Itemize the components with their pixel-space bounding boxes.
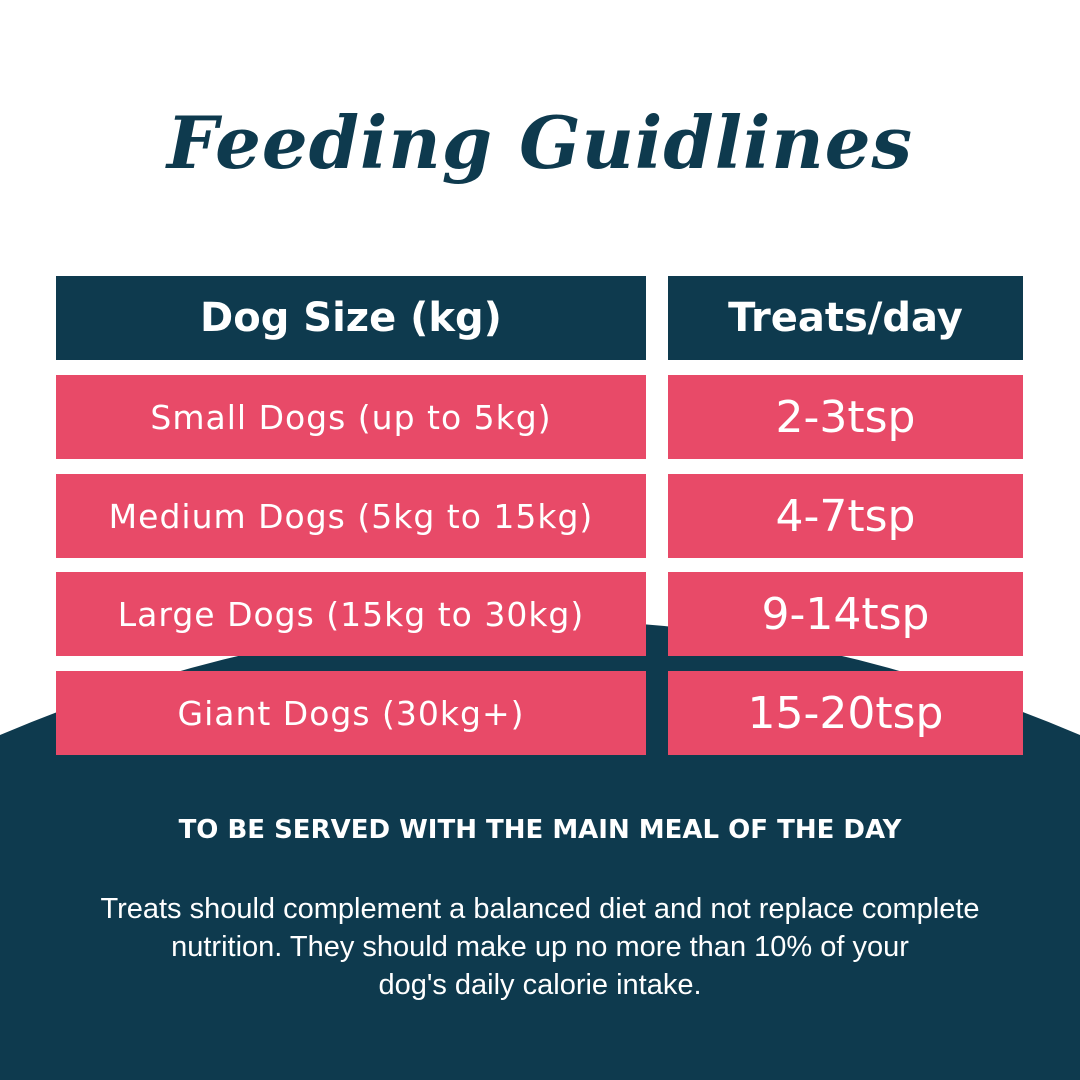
treats-cell: 15-20tsp [668, 671, 1023, 755]
treats-cell: 9-14tsp [668, 572, 1023, 656]
table-header: Dog Size (kg) [56, 276, 646, 360]
note-text: Treats should complement a balanced diet… [0, 890, 1080, 1004]
title: Feeding Guidlines [166, 100, 914, 185]
size-cell: Medium Dogs (5kg to 15kg) [56, 474, 646, 558]
note-line: nutrition. They should make up no more t… [171, 931, 909, 963]
table-header: Treats/day [668, 276, 1023, 360]
size-cell: Small Dogs (up to 5kg) [56, 375, 646, 459]
treats-cell: 2-3tsp [668, 375, 1023, 459]
size-cell: Giant Dogs (30kg+) [56, 671, 646, 755]
note-line: Treats should complement a balanced diet… [100, 893, 980, 925]
size-cell: Large Dogs (15kg to 30kg) [56, 572, 646, 656]
treats-cell: 4-7tsp [668, 474, 1023, 558]
note-heading: TO BE SERVED WITH THE MAIN MEAL OF THE D… [178, 815, 902, 845]
note-line: dog's daily calorie intake. [378, 969, 702, 1001]
